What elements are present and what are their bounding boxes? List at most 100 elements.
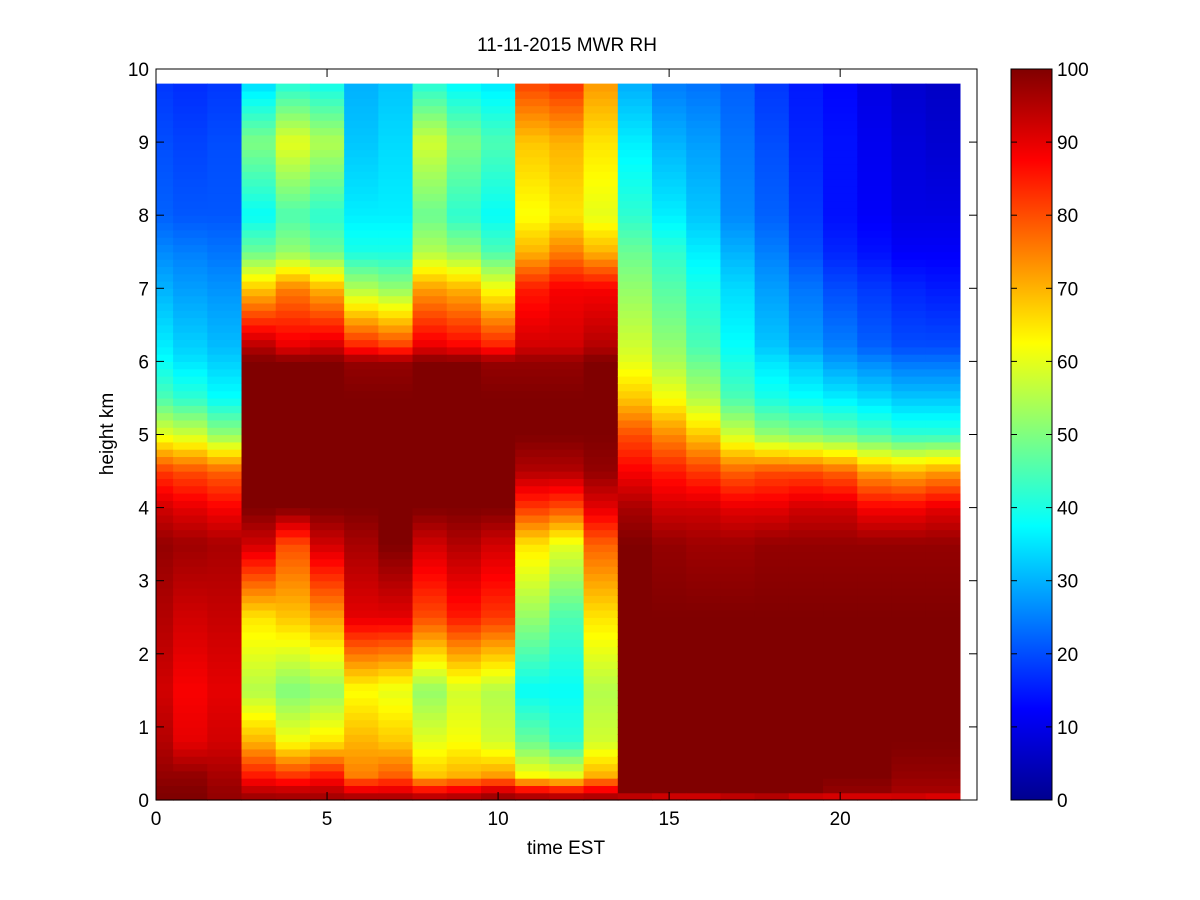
y-tick-label: 5 [138,426,149,447]
heatmap-cell [891,229,927,238]
heatmap-cell [446,792,482,801]
heatmap-cell [686,522,722,531]
heatmap-cell [378,449,414,458]
heatmap-cell [720,756,756,765]
heatmap-cell [652,142,687,151]
heatmap-cell [446,83,482,92]
heatmap-cell [480,551,516,560]
heatmap-cell [344,237,379,246]
heatmap-cell [378,164,414,172]
heatmap-cell [480,127,516,136]
heatmap-cell [549,127,585,136]
heatmap-cell [617,354,653,362]
heatmap-cell [173,98,208,107]
heatmap-cell [480,544,516,553]
heatmap-cell [788,551,824,560]
heatmap-cell [754,785,790,794]
heatmap-cell [549,142,585,151]
heatmap-cell [378,778,414,786]
heatmap-cell [925,756,961,765]
heatmap-cell [583,500,619,509]
heatmap-cell [156,98,174,107]
heatmap-cell [156,237,174,246]
heatmap-cell [686,558,722,567]
heatmap-cell [241,500,277,509]
heatmap-cell [583,748,619,757]
heatmap-cell [891,770,927,779]
heatmap-cell [156,346,174,355]
heatmap-cell [275,456,311,465]
heatmap-cell [378,624,414,633]
heatmap-cell [788,639,824,648]
heatmap-cell [156,185,174,194]
heatmap-cell [207,237,243,246]
heatmap-cell [686,785,722,794]
heatmap-cell [891,492,927,501]
heatmap-cell [617,566,653,574]
heatmap-cell [686,690,722,699]
heatmap-cell [156,339,174,348]
heatmap-cell [344,646,379,655]
heatmap-cell [515,653,550,662]
heatmap-cell [720,631,756,640]
heatmap-cell [652,653,687,662]
heatmap-cell [241,617,277,626]
heatmap-cell [378,90,414,99]
heatmap-cell [583,164,619,172]
heatmap-cell [549,193,585,202]
heatmap-cell [617,763,653,772]
heatmap-cell [446,456,482,465]
heatmap-cell [549,244,585,253]
heatmap-cell [378,171,414,180]
heatmap-cell [583,142,619,151]
heatmap-cell [309,390,345,399]
heatmap-cell [309,785,345,794]
heatmap-cell [857,324,893,333]
y-tick-label: 8 [138,206,149,227]
heatmap-cell [754,251,790,260]
heatmap-cell [241,419,277,428]
heatmap-cell [549,624,585,633]
heatmap-cell [652,112,687,121]
heatmap-cell [515,127,550,136]
heatmap-cell [686,397,722,406]
heatmap-cell [241,98,277,107]
heatmap-cell [173,427,208,436]
heatmap-cell [344,602,379,611]
heatmap-cell [788,617,824,626]
colorbar-tick-label: 70 [1057,279,1078,300]
heatmap-cell [857,171,893,180]
heatmap-cell [754,200,790,209]
heatmap-cell [549,383,585,392]
heatmap-cell [275,675,311,684]
heatmap-cell [275,244,311,253]
heatmap-cell [617,171,653,180]
heatmap-cell [480,339,516,348]
heatmap-cell [891,609,927,618]
heatmap-cell [754,668,790,677]
heatmap-cell [173,726,208,735]
heatmap-cell [173,288,208,297]
heatmap-cell [480,112,516,121]
heatmap-cell [412,522,448,531]
heatmap-cell [515,441,550,450]
heatmap-cell [788,83,824,92]
heatmap-cell [891,522,927,531]
heatmap-cell [515,471,550,479]
heatmap-cell [652,339,687,348]
heatmap-cell [241,185,277,194]
heatmap-cell [344,675,379,684]
heatmap-cell [156,588,174,596]
heatmap-cell [823,741,858,750]
heatmap-cell [617,244,653,253]
heatmap-cell [378,280,414,289]
heatmap-cell [549,259,585,267]
heatmap-cell [720,368,756,377]
heatmap-cell [583,222,619,231]
heatmap-cell [652,310,687,319]
heatmap-cell [378,368,414,377]
heatmap-cell [720,595,756,604]
heatmap-cell [412,536,448,545]
heatmap-cell [857,544,893,553]
heatmap-cell [207,324,243,333]
